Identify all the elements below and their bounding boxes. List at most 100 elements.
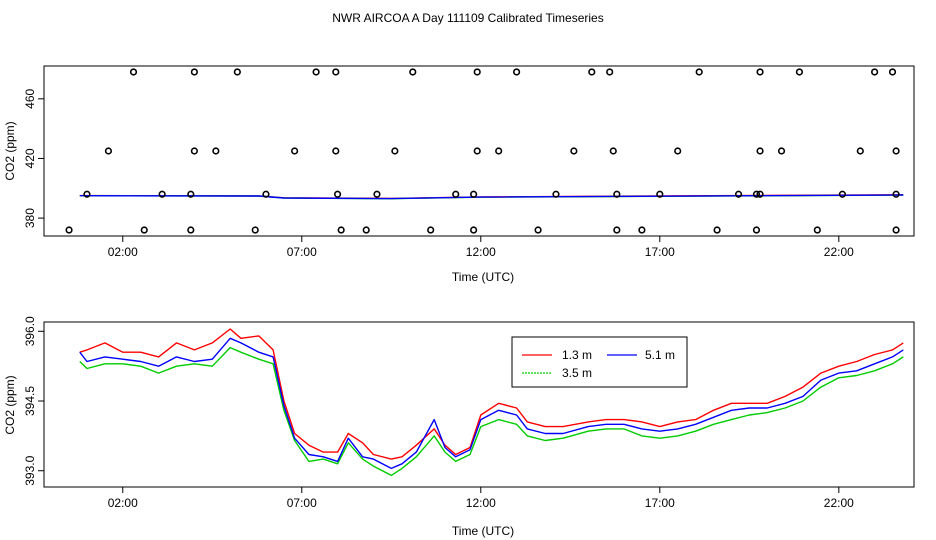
calibration-point: [752, 190, 761, 198]
calibration-point: [856, 147, 864, 155]
calibration-point: [362, 226, 370, 234]
bottom-x-tick-label: 02:00: [108, 496, 138, 510]
top-x-tick-label: 12:00: [466, 245, 496, 259]
top-y-tick-label: 420: [23, 148, 37, 168]
calibration-point: [251, 226, 259, 234]
bottom-x-tick-label: 12:00: [466, 496, 496, 510]
calibration-point: [674, 147, 682, 155]
top-x-tick-label: 17:00: [645, 245, 675, 259]
calibration-point: [212, 147, 220, 155]
top-series-5-1-m: [79, 194, 904, 200]
top-panel: 02:00 07:00 12:00 17:00 22:00 380 420 460 Time…: [3, 65, 915, 284]
calibration-point: [495, 147, 503, 155]
calibration-point: [570, 147, 578, 155]
calibration-point: [190, 147, 198, 155]
calibration-point: [752, 226, 761, 234]
legend: 1.3 m 5.1 m 3.5 m: [511, 336, 688, 388]
calibration-point: [470, 190, 478, 198]
bottom-x-axis-label: Time (UTC): [452, 524, 514, 538]
top-x-ticks: 02:00 07:00 12:00 17:00 22:00: [108, 236, 854, 259]
calibration-point: [777, 147, 786, 155]
top-plot-frame: [43, 65, 915, 237]
calibration-point: [409, 68, 417, 76]
top-series-lines: [79, 194, 904, 200]
calibration-point: [613, 190, 621, 198]
calibration-point: [291, 147, 299, 155]
legend-box: [511, 336, 688, 388]
bottom-y-ticks: 393.0 394.5 396.0: [23, 316, 44, 486]
calibration-point: [233, 68, 241, 76]
calibration-point: [262, 190, 270, 198]
top-y-tick-label: 380: [23, 208, 37, 228]
bottom-series-5-1-m: [79, 337, 904, 470]
calibration-point: [190, 68, 198, 76]
bottom-y-tick-label: 396.0: [23, 316, 37, 346]
calibration-point: [892, 226, 900, 234]
calibration-point: [332, 68, 340, 76]
calibration-point: [470, 226, 478, 234]
bottom-x-tick-label: 07:00: [287, 496, 317, 510]
top-y-tick-label: 460: [23, 88, 37, 108]
chart-title: NWR AIRCOA A Day 111109 Calibrated Times…: [332, 11, 603, 25]
calibration-point: [656, 190, 664, 198]
legend-label-5-1m: 5.1 m: [645, 348, 675, 362]
calibration-point: [892, 147, 900, 155]
calibration-point: [129, 68, 138, 76]
top-x-tick-label: 02:00: [108, 245, 138, 259]
calibration-point: [332, 147, 340, 155]
calibration-point: [552, 190, 560, 198]
bottom-x-tick-label: 17:00: [645, 496, 675, 510]
bottom-y-tick-label: 394.5: [23, 386, 37, 416]
bottom-series-lines: [79, 328, 904, 477]
calibration-point: [373, 190, 381, 198]
calibration-point: [473, 68, 481, 76]
legend-label-1-3m: 1.3 m: [562, 348, 592, 362]
bottom-plot-frame: [43, 321, 915, 488]
top-y-ticks: 380 420 460: [23, 88, 44, 228]
top-x-axis-label: Time (UTC): [452, 270, 514, 284]
top-y-axis-label: CO2 (ppm): [3, 121, 17, 180]
calibration-point: [795, 68, 804, 76]
calibration-point: [337, 226, 345, 234]
top-x-tick-label: 22:00: [824, 245, 854, 259]
calibration-point: [512, 68, 521, 76]
calibration-point: [609, 147, 617, 155]
bottom-panel: 02:00 07:00 12:00 17:00 22:00 393.0 394.5 396.…: [3, 316, 915, 538]
bottom-y-tick-label: 393.0: [23, 455, 37, 485]
calibration-point: [534, 226, 542, 234]
legend-label-3-5m: 3.5 m: [562, 366, 592, 380]
calibration-point: [756, 147, 764, 155]
calibration-point: [187, 226, 195, 234]
calibration-point: [140, 226, 148, 234]
calibration-point: [104, 147, 113, 155]
calibration-point: [871, 68, 879, 76]
calibration-point: [187, 190, 195, 198]
calibration-point: [158, 190, 166, 198]
calibration-point: [838, 190, 846, 198]
bottom-x-tick-label: 22:00: [824, 496, 854, 510]
top-calibration-points: [65, 68, 900, 234]
bottom-x-ticks: 02:00 07:00 12:00 17:00 22:00: [108, 487, 854, 510]
calibration-point: [452, 190, 460, 198]
top-x-tick-label: 07:00: [287, 245, 317, 259]
calibration-point: [391, 147, 399, 155]
calibration-point: [613, 226, 621, 234]
calibration-point: [473, 147, 481, 155]
bottom-series-1-3-m: [79, 328, 904, 460]
calibration-point: [756, 190, 764, 198]
calibration-point: [638, 226, 646, 234]
calibration-point: [83, 190, 91, 198]
bottom-y-axis-label: CO2 (ppm): [3, 375, 17, 434]
calibration-point: [427, 226, 435, 234]
calibration-point: [713, 226, 721, 234]
calibration-point: [588, 68, 596, 76]
calibration-point: [65, 226, 73, 234]
calibration-point: [312, 68, 320, 76]
calibration-point: [695, 68, 703, 76]
calibration-point: [888, 68, 897, 76]
calibration-point: [734, 190, 743, 198]
calibration-point: [333, 190, 342, 198]
bottom-series-3-5-m: [79, 346, 904, 477]
calibration-point: [892, 190, 900, 198]
